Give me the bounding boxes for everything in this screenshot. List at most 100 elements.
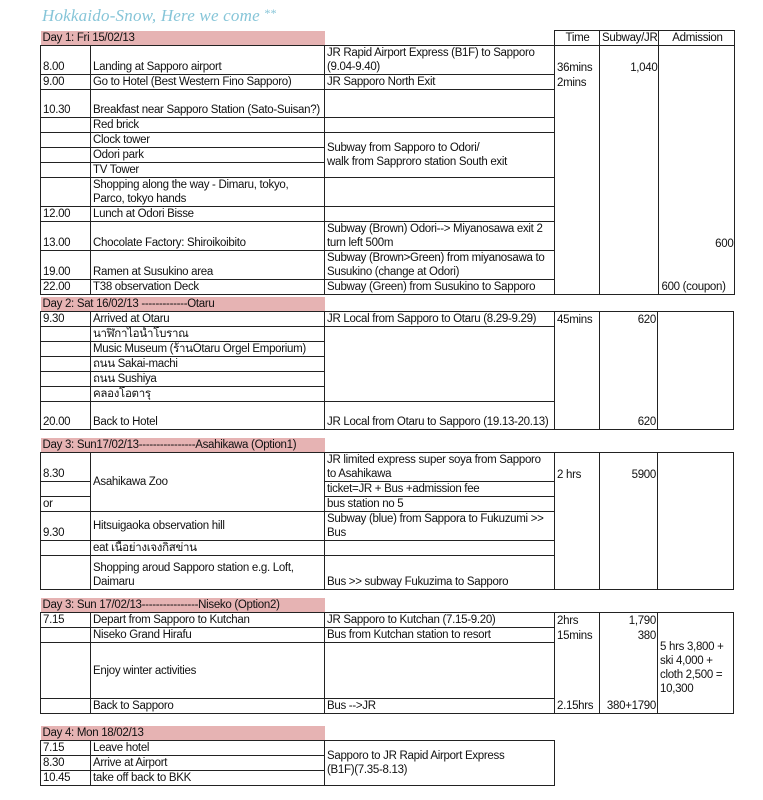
fare-cell [598,206,660,222]
activity-cell: คลองโอตารุ [90,386,325,402]
activity-cell: Arrive at Airport [90,755,325,771]
fare-cell [599,481,658,497]
time-cell: 13.00 [40,221,91,251]
admission-cell [658,132,736,148]
table-row: Odori park [40,147,736,163]
time-cell [40,117,91,133]
transport-cell: JR Rapid Airport Express (B1F) to Sappor… [324,45,555,75]
time-cell: 19.00 [40,250,91,280]
table-row: or bus station no 5 [40,496,734,512]
fare-cell: 380+1790 [599,698,658,714]
time-cell: 10.45 [40,770,91,786]
admission-cell: 5 hrs 3,800 + ski 4,000 + cloth 2,500 = … [657,612,734,714]
day-header: Day 3: Sun17/02/13----------------Asahik… [40,438,325,453]
table-row: 22.00 T38 observation Deck Subway (Green… [40,279,736,295]
day-header: Day 2: Sat 16/02/13 -------------Otaru [40,297,325,312]
fare-cell [599,511,658,541]
fare-cell [598,74,660,90]
activity-cell: Go to Hotel (Best Western Fino Sapporo) [90,74,325,90]
activity-cell: Landing at Sapporo airport [90,45,325,75]
duration-cell [554,221,600,251]
activity-cell: Niseko Grand Hirafu [90,627,325,643]
activity-cell: Odori park [90,147,325,163]
time-cell [40,481,91,497]
time-cell: 9.30 [40,511,91,541]
admission-cell [658,206,736,222]
admission-cell [657,540,734,556]
admission-cell [657,326,734,342]
day3-option2-table: Day 3: Sun 17/02/13----------------Nisek… [40,598,734,714]
day-header: Day 4: Mon 18/02/13 [40,726,325,741]
column-header-time: Time [554,30,600,46]
transport-cell: Subway (Brown) Odori--> Miyanosawa exit … [324,221,555,251]
table-row: 13.00 Chocolate Factory: Shiroikoibito S… [40,221,736,251]
activity-cell: Asahikawa Zoo [90,452,325,512]
blank-cell [325,297,734,312]
fare-cell [598,117,660,133]
fare-cell [598,89,660,118]
admission-cell [658,74,736,90]
transport-cell: Sapporo to JR Rapid Airport Express (B1F… [324,740,555,786]
admission-cell [657,452,734,482]
time-cell: 8.00 [40,45,91,75]
duration-cell [554,250,600,280]
activity-cell: Leave hotel [90,740,325,756]
fare-cell: 1,040 [598,45,660,75]
time-cell: 22.00 [40,279,91,295]
transport-cell: Subway (blue) from Sappora to Fukuzumi >… [324,511,555,541]
time-cell: 20.00 [40,401,91,430]
fare-cell [599,555,658,590]
duration-cell [554,496,600,512]
table-row: 8.30 Asahikawa Zoo JR limited express su… [40,452,734,512]
admission-cell [658,117,736,133]
duration-cell [554,162,600,178]
activity-cell: take off back to BKK [90,770,325,786]
table-row: Music Museum (ร้านOtaru Orgel Emporium) [40,341,734,357]
activity-cell: ถนน Sakai-machi [90,356,325,372]
admission-cell [657,511,734,541]
duration-cell [554,147,600,163]
duration-cell: 45mins [554,311,600,327]
blank-cell [325,438,734,453]
table-row: 9.30 Hitsuigaoka observation hill Subway… [40,511,734,541]
transport-cell: JR Local from Sapporo to Otaru (8.29-9.2… [324,311,555,327]
fare-cell [598,132,660,148]
time-cell: 9.30 [40,311,91,327]
admission-cell [657,341,734,357]
fare-cell [598,250,660,280]
time-cell [40,540,91,556]
duration-cell [554,540,600,556]
time-cell [40,555,91,590]
activity-cell: Shopping along the way - Dimaru, tokyo, … [90,177,325,207]
activity-cell: eat เนื้อย่างเจงกิสข่าน [90,540,325,556]
time-cell [40,371,91,387]
table-row: 9.00 Go to Hotel (Best Western Fino Sapp… [40,74,736,90]
time-cell [40,341,91,357]
duration-cell [554,642,600,699]
table-row: ถนน Sakai-machi [40,356,734,372]
transport-cell [324,117,555,133]
fare-cell [598,162,660,178]
admission-cell [657,401,734,430]
table-row: 20.00 Back to Hotel JR Local from Otaru … [40,401,734,430]
duration-cell [554,555,600,590]
transport-cell [324,642,555,699]
fare-cell [598,221,660,251]
admission-cell: 600 (coupon) [658,279,736,295]
admission-cell [657,311,734,327]
duration-cell [554,341,600,357]
transport-cell: JR Local from Otaru to Sapporo (19.13-20… [324,401,555,430]
time-cell [40,698,91,714]
table-row: Red brick [40,117,736,133]
transport-cell: Subway from Sapporo to Odori/ walk from … [324,132,555,178]
table-row: 7.15 Leave hotel Sapporo to JR Rapid Air… [40,740,555,786]
transport-cell: Subway (Brown>Green) from miyanosawa to … [324,250,555,280]
transport-cell: bus station no 5 [324,496,555,512]
time-cell [40,177,91,207]
transport-cell [324,177,555,207]
activity-cell: Chocolate Factory: Shiroikoibito [90,221,325,251]
activity-cell: Depart from Sapporo to Kutchan [90,612,325,628]
admission-cell [657,386,734,402]
day-header: Day 3: Sun 17/02/13----------------Nisek… [40,598,325,613]
activity-cell: นาฬิกาไอน้ำโบราณ [90,326,325,342]
